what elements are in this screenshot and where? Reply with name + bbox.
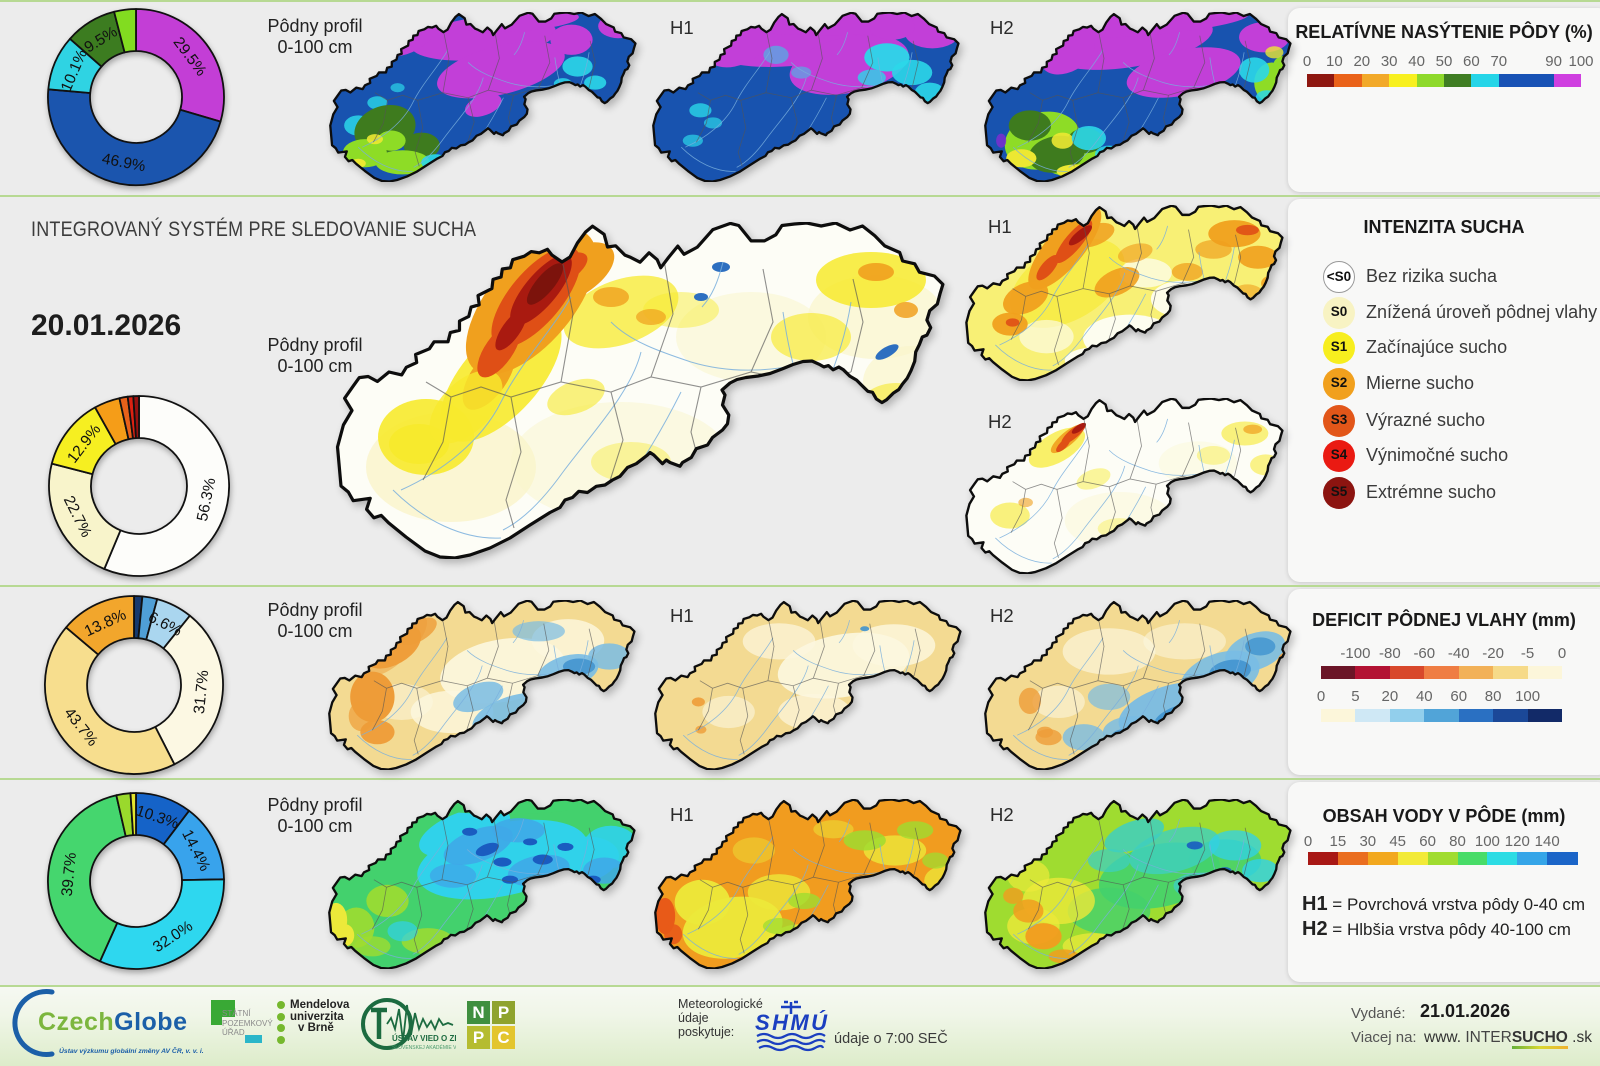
svg-text:31.7%: 31.7%: [191, 669, 212, 715]
svg-text:39.7%: 39.7%: [59, 852, 80, 898]
svg-text:SHMÚ: SHMÚ: [755, 1010, 828, 1035]
svg-text:ÚSTAV VIED O ZEMI: ÚSTAV VIED O ZEMI: [392, 1034, 456, 1043]
svg-text:SLOVENSKEJ AKADÉMIE VIED: SLOVENSKEJ AKADÉMIE VIED: [392, 1044, 456, 1051]
